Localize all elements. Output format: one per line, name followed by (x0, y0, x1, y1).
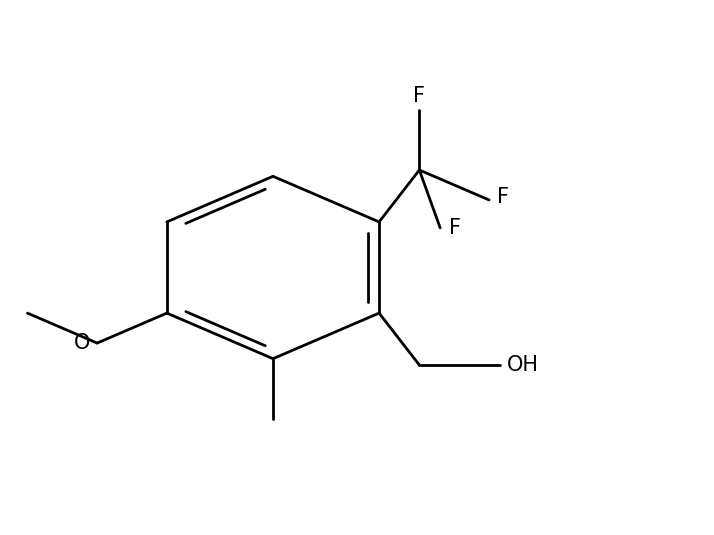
Text: F: F (448, 218, 461, 238)
Text: F: F (498, 187, 510, 208)
Text: F: F (413, 86, 426, 106)
Text: O: O (74, 333, 90, 353)
Text: OH: OH (507, 355, 539, 375)
